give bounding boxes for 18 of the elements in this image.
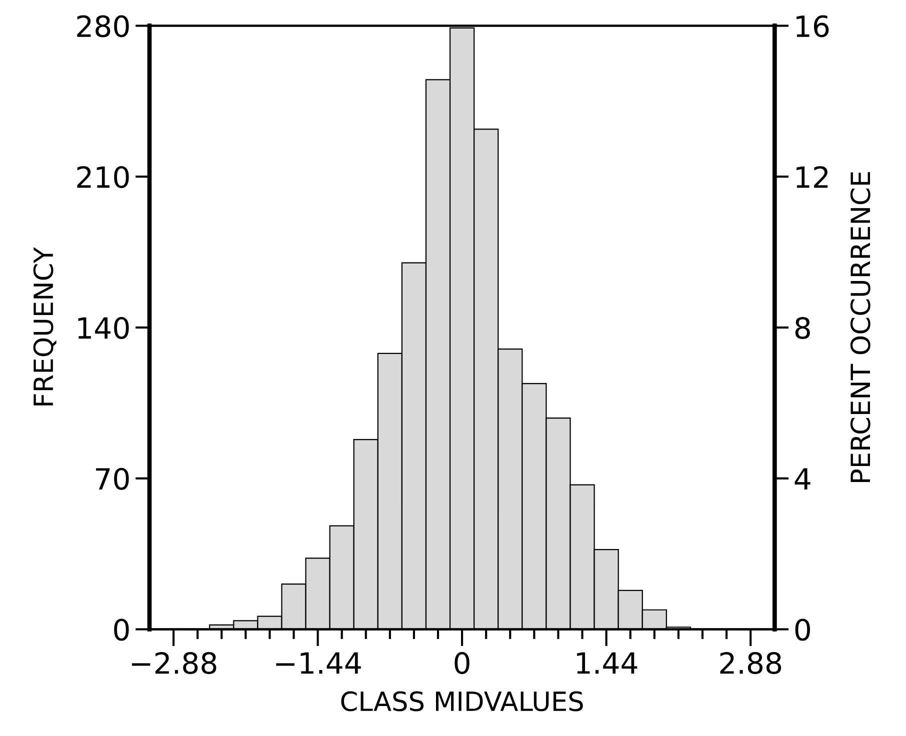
- y-tick-label: 140: [78, 316, 129, 340]
- y-tick-label: 280: [77, 15, 129, 38]
- y2-tick-label: 16: [796, 15, 829, 38]
- y2-axis-title: PERCENT OCCURRENCE: [850, 172, 870, 482]
- y2-tick-label: 8: [795, 316, 810, 340]
- x-tick-label: 1.44: [577, 652, 638, 674]
- x-tick-label: 0: [454, 652, 470, 674]
- x-tick-label: −1.44: [276, 652, 361, 674]
- y2-tick-label: 0: [795, 618, 810, 641]
- x-axis-title: CLASS MIDVALUES: [341, 691, 583, 712]
- x-tick-label: −2.88: [132, 652, 216, 674]
- y-tick-label: 0: [114, 618, 129, 641]
- y2-tick-label: 4: [794, 468, 810, 490]
- y-tick-label: 70: [96, 468, 129, 490]
- y2-tick-label: 12: [796, 166, 828, 188]
- y-axis-title: FREQUENCY: [33, 247, 56, 406]
- y-tick-label: 210: [77, 166, 129, 188]
- x-tick-label: 2.88: [720, 652, 782, 674]
